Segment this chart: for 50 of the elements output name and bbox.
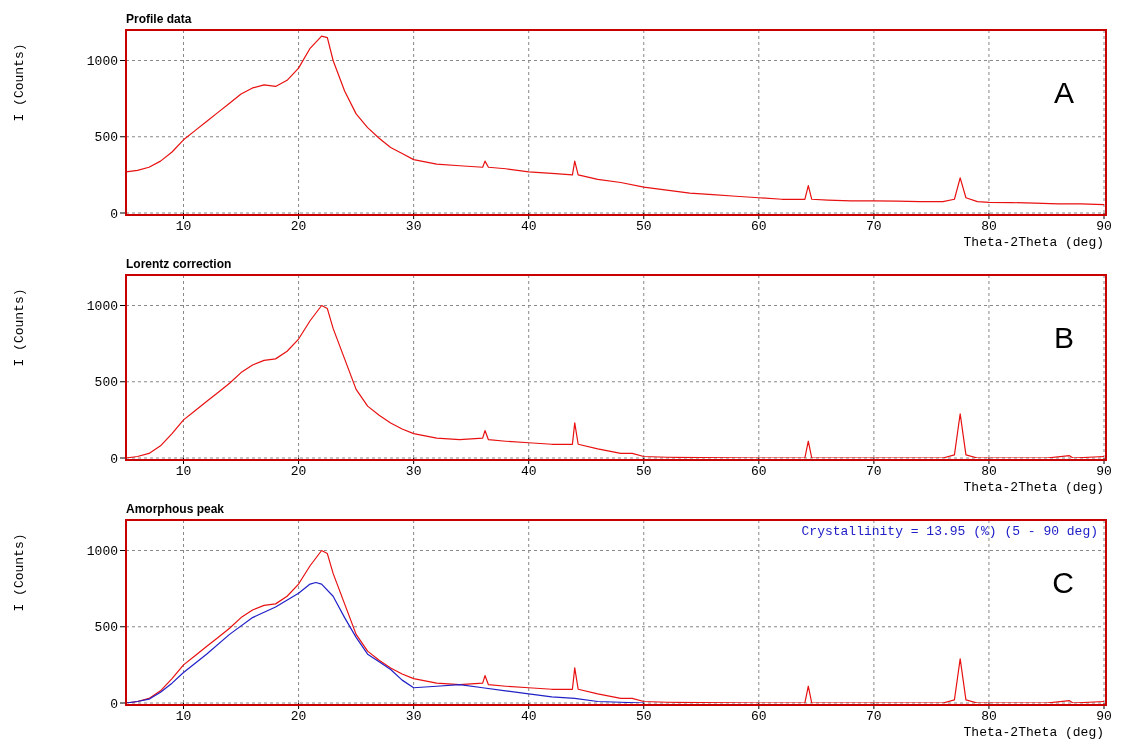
x-tick-label: 80 bbox=[981, 464, 997, 480]
y-axis-title: I (Counts) bbox=[11, 288, 27, 367]
x-tick-label: 90 bbox=[1096, 709, 1112, 725]
y-axis-title: I (Counts) bbox=[11, 533, 27, 612]
annotation: Crystallinity = 13.95 (%) (5 - 90 deg) bbox=[801, 524, 1098, 539]
annotation: A bbox=[1053, 75, 1074, 110]
x-tick-label: 80 bbox=[981, 709, 997, 725]
x-tick-label: 30 bbox=[405, 709, 422, 725]
chart-title: Amorphous peak bbox=[126, 502, 225, 516]
x-tick-label: 20 bbox=[290, 219, 307, 235]
x-axis-title: Theta-2Theta (deg) bbox=[963, 725, 1104, 741]
x-axis-title: Theta-2Theta (deg) bbox=[963, 235, 1104, 251]
x-tick-label: 50 bbox=[635, 219, 652, 235]
y-tick-label: 0 bbox=[110, 451, 118, 467]
x-tick-label: 60 bbox=[751, 464, 767, 480]
x-tick-label: 40 bbox=[520, 709, 537, 725]
y-tick-label: 1000 bbox=[86, 54, 118, 70]
y-tick-label: 1000 bbox=[86, 544, 118, 560]
y-axis-title: I (Counts) bbox=[11, 43, 27, 122]
x-tick-label: 10 bbox=[175, 464, 192, 480]
y-tick-label: 500 bbox=[94, 130, 118, 146]
x-tick-label: 70 bbox=[866, 219, 882, 235]
x-tick-label: 50 bbox=[635, 464, 652, 480]
x-tick-label: 70 bbox=[866, 709, 882, 725]
x-tick-label: 60 bbox=[751, 709, 767, 725]
y-tick-label: 0 bbox=[110, 206, 118, 222]
x-tick-label: 20 bbox=[290, 464, 307, 480]
y-tick-label: 500 bbox=[94, 375, 118, 391]
x-tick-label: 40 bbox=[520, 464, 537, 480]
x-tick-label: 10 bbox=[175, 219, 192, 235]
line-series bbox=[126, 581, 645, 703]
annotation: C bbox=[1052, 565, 1074, 600]
chart-title: Profile data bbox=[126, 12, 192, 26]
x-tick-label: 50 bbox=[635, 709, 652, 725]
annotation: B bbox=[1053, 320, 1074, 355]
x-tick-label: 90 bbox=[1096, 219, 1112, 235]
y-tick-label: 0 bbox=[110, 696, 118, 712]
x-tick-label: 90 bbox=[1096, 464, 1112, 480]
x-tick-label: 10 bbox=[175, 709, 192, 725]
x-axis-title: Theta-2Theta (deg) bbox=[963, 480, 1104, 496]
x-tick-label: 60 bbox=[751, 219, 767, 235]
x-tick-label: 20 bbox=[290, 709, 307, 725]
y-tick-label: 1000 bbox=[86, 299, 118, 315]
x-tick-label: 30 bbox=[405, 219, 422, 235]
y-tick-label: 500 bbox=[94, 620, 118, 636]
x-tick-label: 70 bbox=[866, 464, 882, 480]
x-tick-label: 30 bbox=[405, 464, 422, 480]
chart-title: Lorentz correction bbox=[126, 257, 232, 271]
x-tick-label: 40 bbox=[520, 219, 537, 235]
x-tick-label: 80 bbox=[981, 219, 997, 235]
